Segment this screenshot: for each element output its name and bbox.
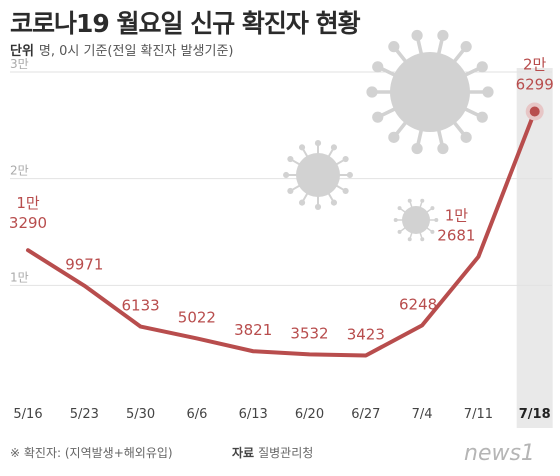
virus-icon	[283, 140, 353, 210]
unit-text: 명, 0시 기준(전일 확진자 발생기준)	[38, 44, 234, 59]
data-label: 3532	[290, 324, 328, 342]
virus-icon	[366, 29, 494, 155]
end-marker	[529, 106, 540, 117]
x-tick-label: 6/6	[186, 407, 207, 422]
data-label: 5022	[178, 308, 216, 326]
x-tick-label: 5/30	[126, 407, 155, 422]
data-label-man: 1만	[16, 194, 40, 212]
y-tick-label: 2만	[10, 164, 29, 178]
x-tick-label: 6/13	[239, 407, 268, 422]
x-tick-label: 7/4	[412, 407, 433, 422]
page-title: 코로나19 월요일 신규 확진자 현황	[10, 9, 361, 38]
unit-label: 단위	[10, 44, 34, 59]
unit-note: 단위 명, 0시 기준(전일 확진자 발생기준)	[10, 40, 233, 59]
data-label-value: 9971	[65, 256, 103, 274]
data-label-value: 3821	[234, 321, 272, 339]
data-label: 1만 3290	[9, 194, 47, 232]
data-label: 1만 2681	[437, 207, 475, 245]
data-label: 9971	[65, 256, 103, 274]
x-tick-label: 6/27	[351, 407, 380, 422]
data-label-value: 6248	[399, 295, 437, 313]
data-label-value: 6133	[122, 297, 160, 315]
footnote: ※ 확진자: (지역발생+해외유입)	[10, 446, 173, 460]
chart-background	[516, 68, 553, 428]
data-labels: 1만 3290 9971 6133 5022 3821 3532 3423 6248 1만 2681…	[9, 55, 554, 343]
news1-logo: news1	[464, 441, 535, 466]
virus-icon	[393, 198, 439, 242]
source-label: 자료	[232, 446, 255, 460]
x-axis-ticks: 5/16 5/23 5/30 6/6 6/13 6/20 6/27 7/4 7/11 7/18	[13, 407, 550, 422]
x-tick-label: 7/18	[519, 407, 551, 422]
series-line-layer	[26, 102, 544, 358]
data-label-value: 6299	[516, 75, 554, 93]
data-label: 3423	[347, 325, 385, 343]
series-line	[26, 109, 537, 358]
x-tick-label: 6/20	[295, 407, 324, 422]
x-tick-label: 5/23	[70, 407, 99, 422]
data-label: 2만 6299	[516, 55, 554, 93]
x-tick-label: 5/16	[13, 407, 42, 422]
y-tick-label: 3만	[10, 57, 29, 71]
data-label-value: 3423	[347, 325, 385, 343]
data-label: 6248	[399, 295, 437, 313]
data-label-man: 2만	[523, 55, 547, 73]
source-note: 자료 질병관리청	[232, 444, 313, 461]
data-label-value: 3532	[290, 324, 328, 342]
data-label: 3821	[234, 321, 272, 339]
y-tick-label: 1만	[10, 270, 29, 284]
data-label: 6133	[122, 297, 160, 315]
x-tick-label: 7/11	[464, 407, 493, 422]
highlight-band	[516, 68, 553, 428]
source-text: 질병관리청	[258, 446, 314, 460]
data-label-value: 3290	[9, 214, 47, 232]
virus-decorations	[283, 29, 494, 242]
data-label-value: 2681	[437, 227, 475, 245]
data-label-man: 1만	[445, 207, 469, 225]
logo-text: news1	[464, 441, 535, 466]
data-label-value: 5022	[178, 308, 216, 326]
